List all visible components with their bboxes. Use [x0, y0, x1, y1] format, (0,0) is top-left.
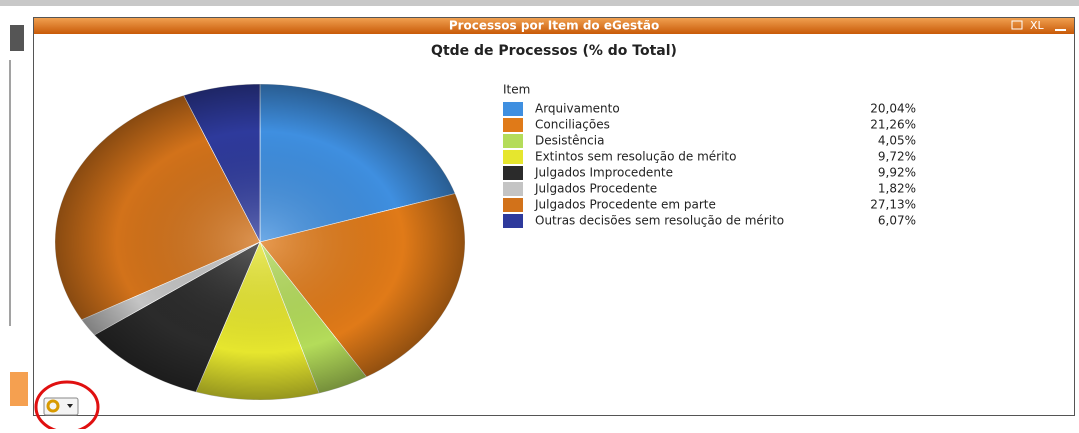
value-label: 21,26%	[870, 118, 916, 132]
legend-title: Item	[503, 83, 530, 97]
legend-swatch	[503, 102, 523, 116]
legend-label: Extintos sem resolução de mérito	[535, 150, 736, 164]
title-bar	[34, 18, 1074, 34]
legend-label: Outras decisões sem resolução de mérito	[535, 214, 784, 228]
legend-label: Julgados Procedente em parte	[534, 198, 716, 212]
value-label: 6,07%	[878, 214, 916, 228]
chart-title: Qtde de Processos (% do Total)	[431, 43, 677, 59]
window-title: Processos por Item do eGestão	[449, 19, 659, 33]
value-label: 4,05%	[878, 134, 916, 148]
side-widget	[10, 25, 24, 51]
dropdown-arrow	[67, 404, 73, 408]
legend-label: Julgados Improcedente	[534, 166, 673, 180]
value-label: 27,13%	[870, 198, 916, 212]
legend-label: Conciliações	[535, 118, 610, 132]
legend-swatch	[503, 214, 523, 228]
print-icon[interactable]	[1011, 20, 1023, 30]
legend-label: Arquivamento	[535, 102, 620, 116]
cycle-icon	[46, 399, 60, 413]
legend-label: Desistência	[535, 134, 604, 148]
legend-swatch	[503, 134, 523, 148]
legend-label: Julgados Procedente	[534, 182, 657, 196]
pie	[54, 83, 466, 401]
legend-swatch	[503, 150, 523, 164]
value-label: 9,92%	[878, 166, 916, 180]
legend-swatch	[503, 118, 523, 132]
top-bar	[0, 0, 1079, 6]
xl-button[interactable]: XL	[1030, 19, 1045, 32]
value-label: 1,82%	[878, 182, 916, 196]
legend-swatch	[503, 182, 523, 196]
side-tab	[10, 372, 28, 406]
legend-swatch	[503, 198, 523, 212]
value-label: 20,04%	[870, 102, 916, 116]
value-label: 9,72%	[878, 150, 916, 164]
legend-swatch	[503, 166, 523, 180]
